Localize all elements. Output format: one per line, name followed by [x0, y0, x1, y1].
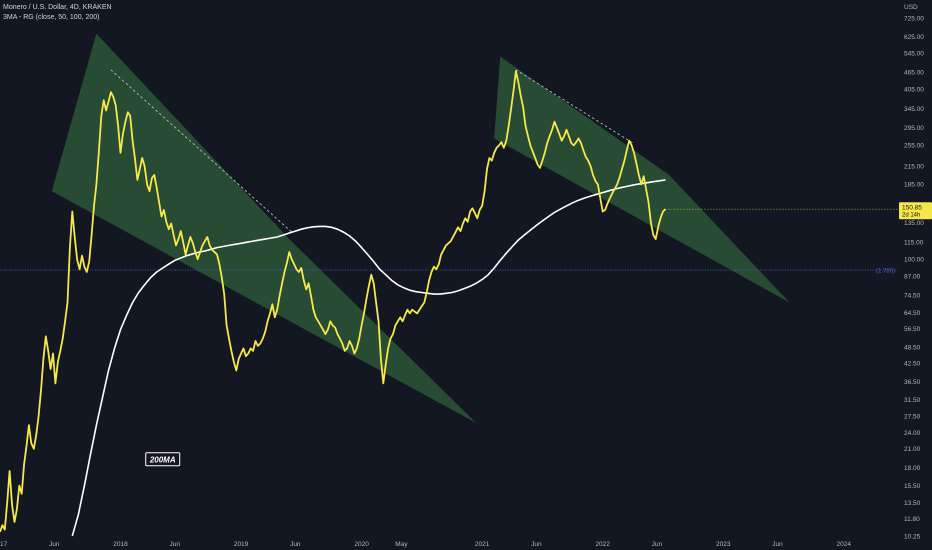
- x-tick-label: Jun: [290, 541, 301, 548]
- y-tick-label: 48.50: [904, 344, 921, 351]
- x-tick-label: 2020: [354, 541, 369, 548]
- price-series: [0, 70, 667, 533]
- x-tick-label: Jun: [49, 541, 60, 548]
- chart-legend: Monero / U.S. Dollar, 4D, KRAKEN 3MA - R…: [3, 3, 112, 23]
- y-tick-label: 465.00: [904, 70, 924, 77]
- x-tick-label: 2019: [234, 541, 249, 548]
- y-tick-label: 15.50: [904, 483, 921, 490]
- y-tick-label: 215.00: [904, 163, 924, 170]
- y-tick-label: 13.50: [904, 500, 921, 507]
- x-tick-label: 2022: [595, 541, 610, 548]
- y-tick-label: 255.00: [904, 143, 924, 150]
- currency-label: USD: [904, 4, 918, 11]
- y-tick-label: 295.00: [904, 125, 924, 132]
- symbol-title: Monero / U.S. Dollar, 4D, KRAKEN: [3, 4, 112, 11]
- y-tick-label: 36.50: [904, 379, 921, 386]
- x-tick-label: Jun: [652, 541, 663, 548]
- y-tick-label: 10.25: [904, 533, 921, 540]
- last-price-badge: [899, 202, 932, 220]
- price-line: [0, 70, 667, 533]
- y-tick-label: 24.00: [904, 430, 921, 437]
- dashed-trendlines: [110, 69, 634, 233]
- x-tick-label: May: [395, 541, 408, 548]
- y-tick-label: 625.00: [904, 34, 924, 41]
- x-tick-label: Jun: [170, 541, 181, 548]
- y-tick-label: 74.50: [904, 292, 921, 299]
- wedge-patterns: [51, 33, 790, 423]
- y-tick-label: 135.00: [904, 220, 924, 227]
- y-tick-label: 11.80: [904, 516, 920, 523]
- ma200-series: [71, 179, 666, 537]
- wedge-1: [51, 33, 477, 423]
- x-tick-label: Jun: [531, 541, 542, 548]
- y-tick-label: 64.50: [904, 310, 921, 317]
- y-tick-label: 56.50: [904, 326, 921, 333]
- y-tick-label: 405.00: [904, 86, 924, 93]
- level-label: (1.786): [876, 268, 895, 274]
- y-tick-label: 21.00: [904, 446, 921, 453]
- x-tick-label: 2024: [837, 541, 852, 548]
- horizontal-level: (1.786): [0, 268, 898, 274]
- annotation-box: [145, 452, 181, 467]
- y-tick-label: 185.00: [904, 182, 924, 189]
- x-tick-label: Jun: [772, 541, 783, 548]
- last-price-countdown: 2d 14h: [902, 213, 920, 219]
- x-tick-label: 2021: [475, 541, 490, 548]
- x-tick-label: 2018: [113, 541, 128, 548]
- y-tick-label: 725.00: [904, 16, 924, 23]
- y-tick-label: 27.50: [904, 413, 921, 420]
- dashed-trendline-1: [110, 69, 292, 233]
- ma200-line: [71, 179, 666, 537]
- y-tick-label: 42.50: [904, 360, 921, 367]
- y-axis: USD 10.25 11.80 13.50 15.50 18.00 21.00 24.00 27…: [904, 4, 924, 540]
- annotations: 200MA: [145, 452, 181, 467]
- x-axis: 2017 Jun 2018 Jun 2019 Jun 2020 May 2021 Jun 2022 J…: [0, 541, 851, 548]
- y-tick-label: 31.50: [904, 397, 921, 404]
- x-tick-label: 2017: [0, 541, 8, 548]
- indicator-title: 3MA - RG (close, 50, 100, 200): [3, 14, 100, 21]
- y-tick-label: 87.00: [904, 273, 921, 280]
- y-tick-label: 100.00: [904, 256, 924, 263]
- x-tick-label: 2023: [716, 541, 731, 548]
- annotation-label: 200MA: [149, 456, 176, 465]
- y-tick-label: 545.00: [904, 50, 924, 57]
- y-tick-label: 115.00: [904, 239, 924, 246]
- last-price-value: 150.85: [902, 205, 922, 212]
- y-tick-label: 18.00: [904, 465, 921, 472]
- y-tick-label: 345.00: [904, 106, 924, 113]
